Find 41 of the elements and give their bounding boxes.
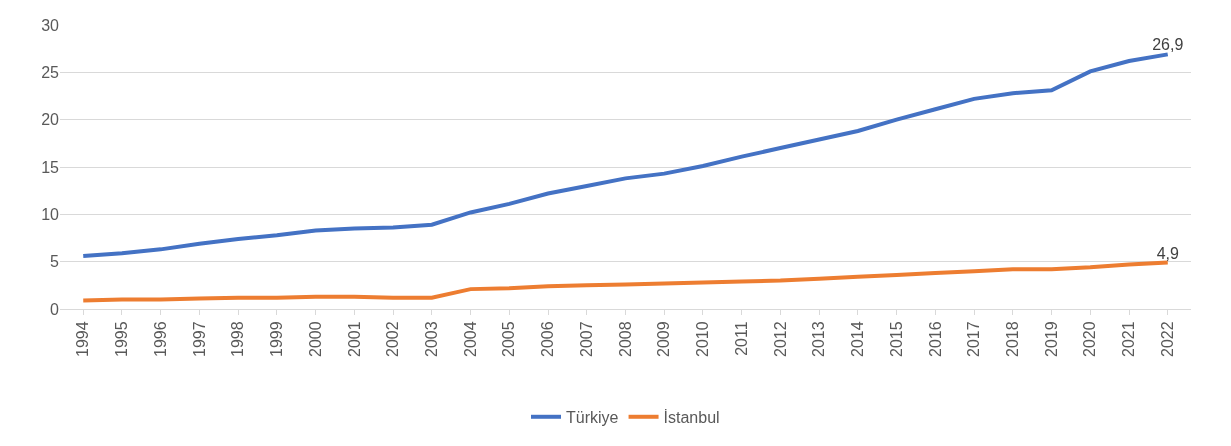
y-tick-label: 25: [41, 63, 60, 81]
x-tick-label: 2010: [694, 321, 712, 357]
x-tick-label: 2008: [616, 321, 634, 357]
x-tick-label: 1998: [229, 321, 247, 357]
x-tick-label: 1995: [113, 321, 131, 357]
x-tick-label: 1997: [190, 321, 208, 357]
x-tick-label: 2003: [423, 321, 441, 357]
x-tick-label: 2001: [345, 321, 363, 357]
x-tick-label: 2009: [655, 321, 673, 357]
x-tick-label: 2019: [1042, 321, 1060, 357]
x-tick-label: 2022: [1158, 321, 1176, 357]
legend-label: Türkiye: [566, 409, 619, 427]
y-tick-label: 0: [50, 300, 60, 318]
x-tick-label: 1999: [268, 321, 286, 357]
y-tick-label: 5: [50, 253, 60, 271]
x-tick-label: 2004: [461, 321, 479, 357]
legend-label: İstanbul: [663, 408, 720, 427]
x-tick-label: 2014: [849, 321, 867, 357]
x-tick-label: 2015: [887, 321, 905, 357]
x-tick-label: 2021: [1120, 321, 1138, 357]
y-tick-label: 15: [41, 158, 60, 176]
x-tick-label: 2013: [810, 321, 828, 357]
x-tick-label: 2007: [577, 321, 595, 357]
x-tick-label: 2011: [732, 321, 750, 356]
x-tick-label: 2016: [926, 321, 944, 357]
x-tick-label: 2020: [1081, 321, 1099, 357]
y-tick-label: 20: [41, 111, 60, 129]
y-tick-label: 30: [41, 16, 60, 34]
x-tick-label: 2005: [500, 321, 518, 357]
x-tick-label: 2012: [771, 321, 789, 357]
x-tick-label: 1996: [151, 321, 169, 357]
x-tick-label: 2017: [965, 321, 983, 357]
line-series: [81, 260, 1170, 303]
x-tick-label: 2006: [539, 321, 557, 357]
data-label: 26,9: [1152, 36, 1184, 54]
y-tick-label: 10: [41, 205, 60, 223]
x-tick-label: 2000: [306, 321, 324, 357]
x-tick-label: 2002: [384, 321, 402, 357]
x-tick-label: 2018: [1004, 321, 1022, 357]
x-tick-label: 1994: [74, 321, 92, 357]
data-label: 4,9: [1156, 244, 1179, 262]
